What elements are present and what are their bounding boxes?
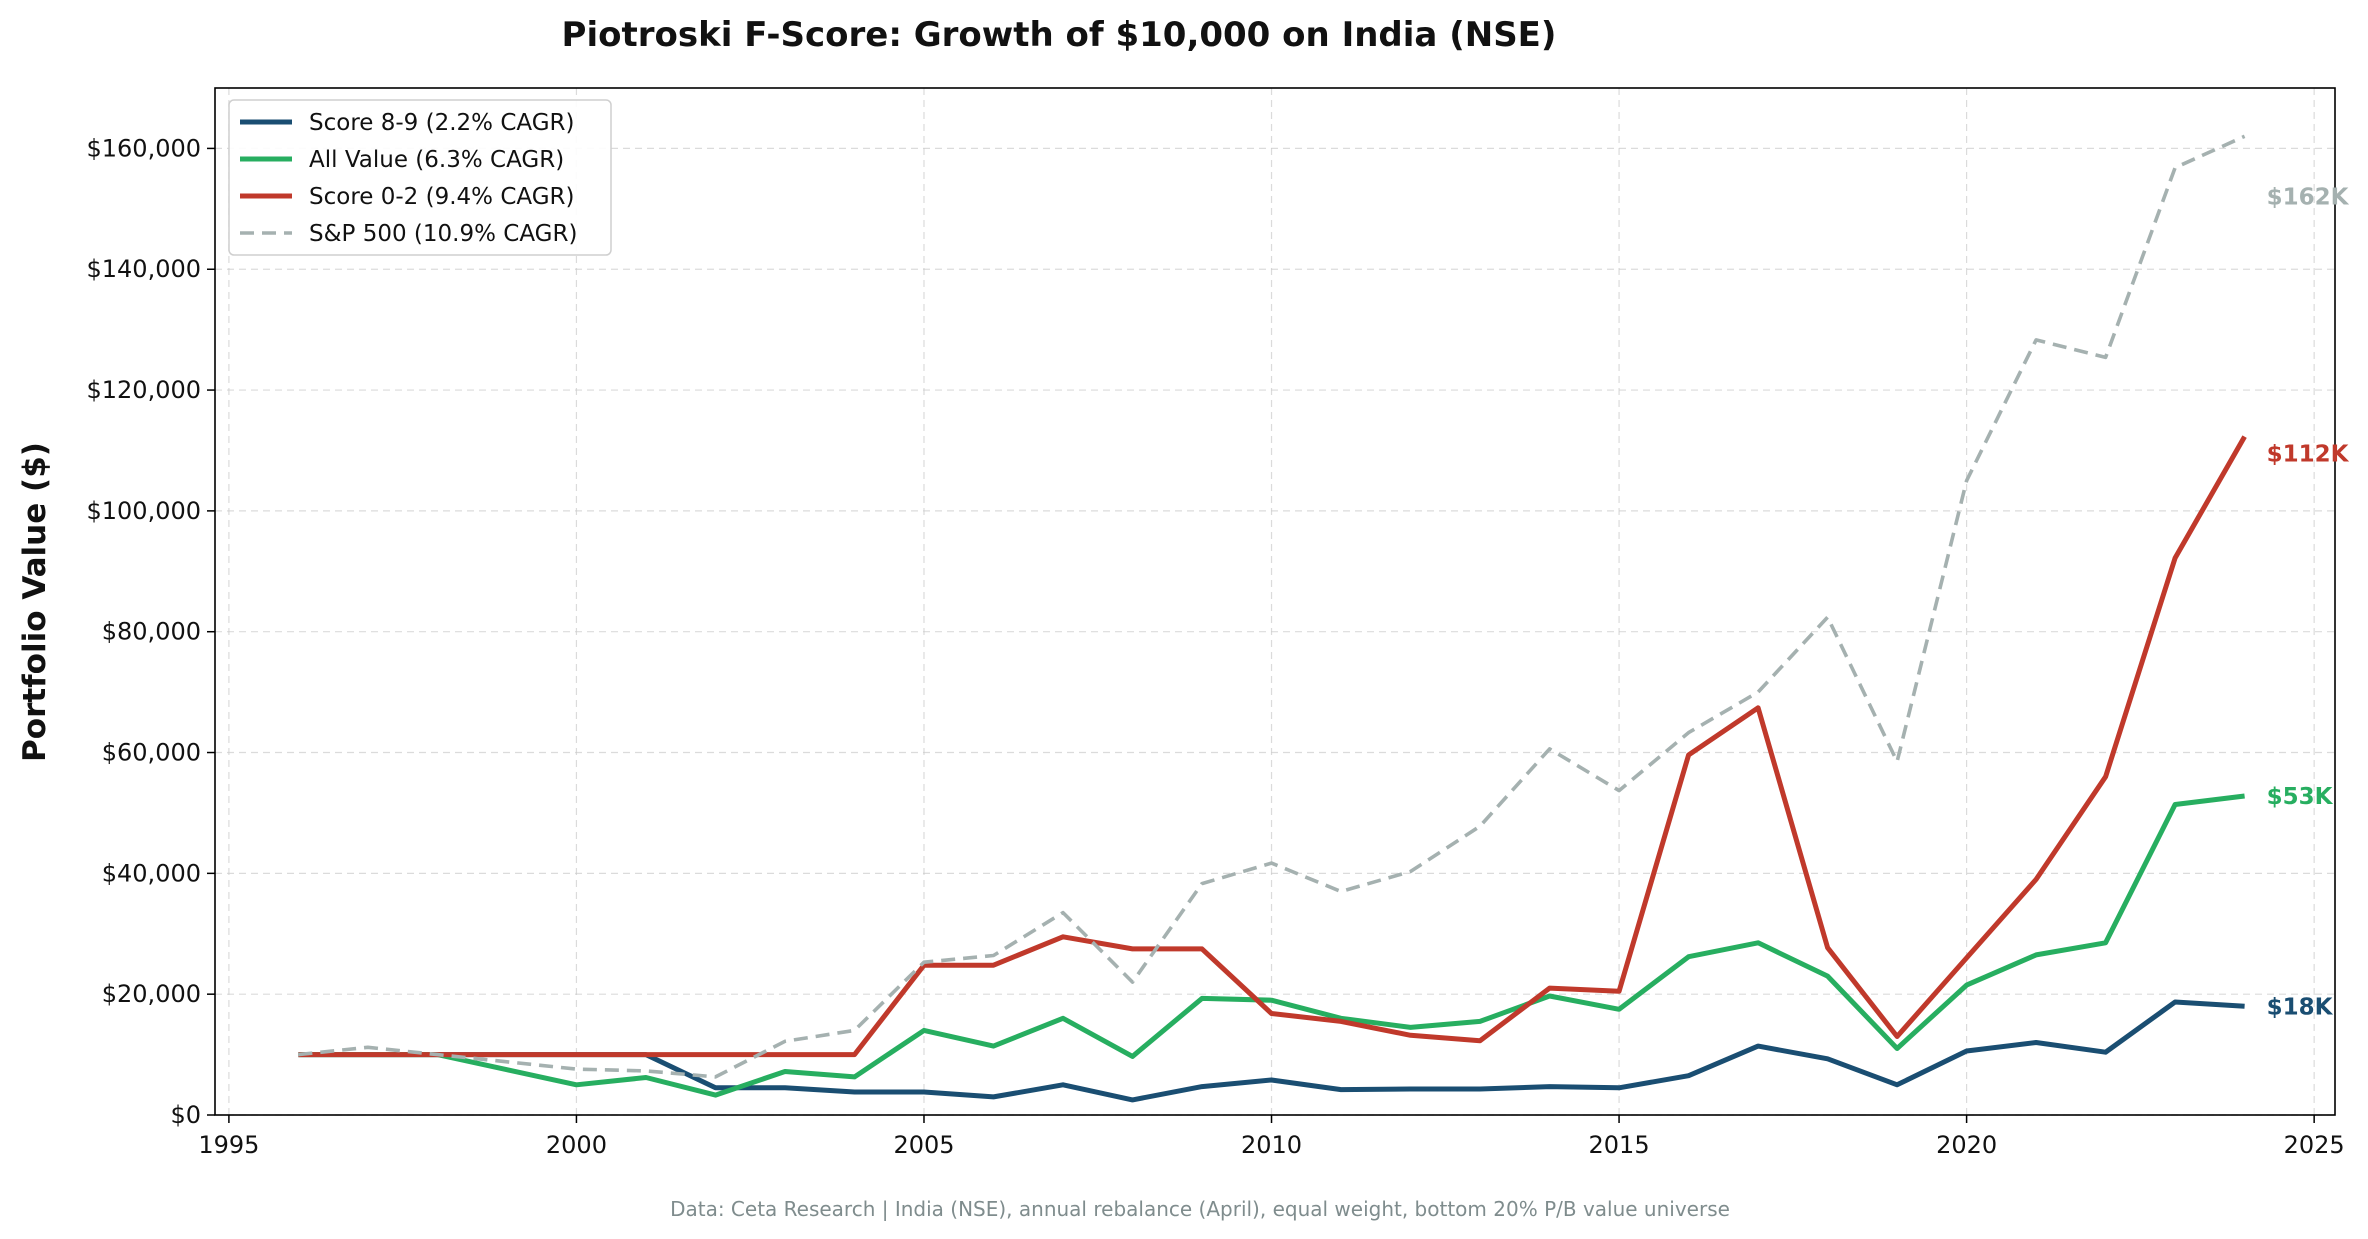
y-axis-ticks: $0 $20,000 $40,000 $60,000 $80,000 $100,000 $1… — [86, 134, 215, 1129]
series-lines — [298, 134, 2247, 1103]
y-tick-label: $80,000 — [102, 618, 201, 646]
y-tick-label: $40,000 — [102, 859, 201, 887]
y-axis-label: Portfolio Value ($) — [17, 442, 53, 762]
y-tick-label: $100,000 — [86, 497, 201, 525]
y-tick-label: $60,000 — [102, 739, 201, 767]
end-value-label: $18K — [2267, 994, 2334, 1020]
source-note: Data: Ceta Research | India (NSE), annua… — [670, 1197, 1730, 1221]
x-tick-label: 1995 — [198, 1131, 259, 1159]
legend-label: Score 8-9 (2.2% CAGR) — [309, 110, 575, 136]
end-value-label: $162K — [2267, 184, 2350, 210]
y-tick-label: $120,000 — [86, 376, 201, 404]
y-tick-label: $0 — [170, 1101, 201, 1129]
x-tick-label: 2010 — [1241, 1131, 1302, 1159]
y-tick-label: $140,000 — [86, 255, 201, 283]
series-line-2 — [298, 435, 2247, 1058]
end-value-label: $112K — [2267, 442, 2350, 468]
legend: Score 8-9 (2.2% CAGR) All Value (6.3% CAG… — [228, 99, 612, 256]
x-tick-label: 2000 — [546, 1131, 607, 1159]
x-tick-label: 2025 — [2284, 1131, 2345, 1159]
y-tick-label: $20,000 — [102, 980, 201, 1008]
legend-label: S&P 500 (10.9% CAGR) — [309, 221, 577, 247]
end-value-label: $53K — [2267, 784, 2334, 810]
end-labels: $18K $53K $112K $162K — [2267, 184, 2350, 1020]
y-tick-label: $160,000 — [86, 134, 201, 162]
legend-label: All Value (6.3% CAGR) — [309, 147, 564, 173]
series-line-1 — [298, 793, 2245, 1098]
legend-box — [228, 99, 612, 256]
x-tick-label: 2015 — [1589, 1131, 1650, 1159]
legend-label: Score 0-2 (9.4% CAGR) — [309, 184, 575, 210]
x-tick-label: 2005 — [893, 1131, 954, 1159]
series-line-3 — [298, 134, 2246, 1079]
plot-area-frame — [214, 87, 2336, 1116]
x-tick-label: 2020 — [1936, 1131, 1997, 1159]
x-axis-ticks: 1995 2000 2005 2010 2015 2020 2025 — [198, 1115, 2345, 1159]
chart-title: Piotroski F-Score: Growth of $10,000 on … — [562, 15, 1557, 55]
